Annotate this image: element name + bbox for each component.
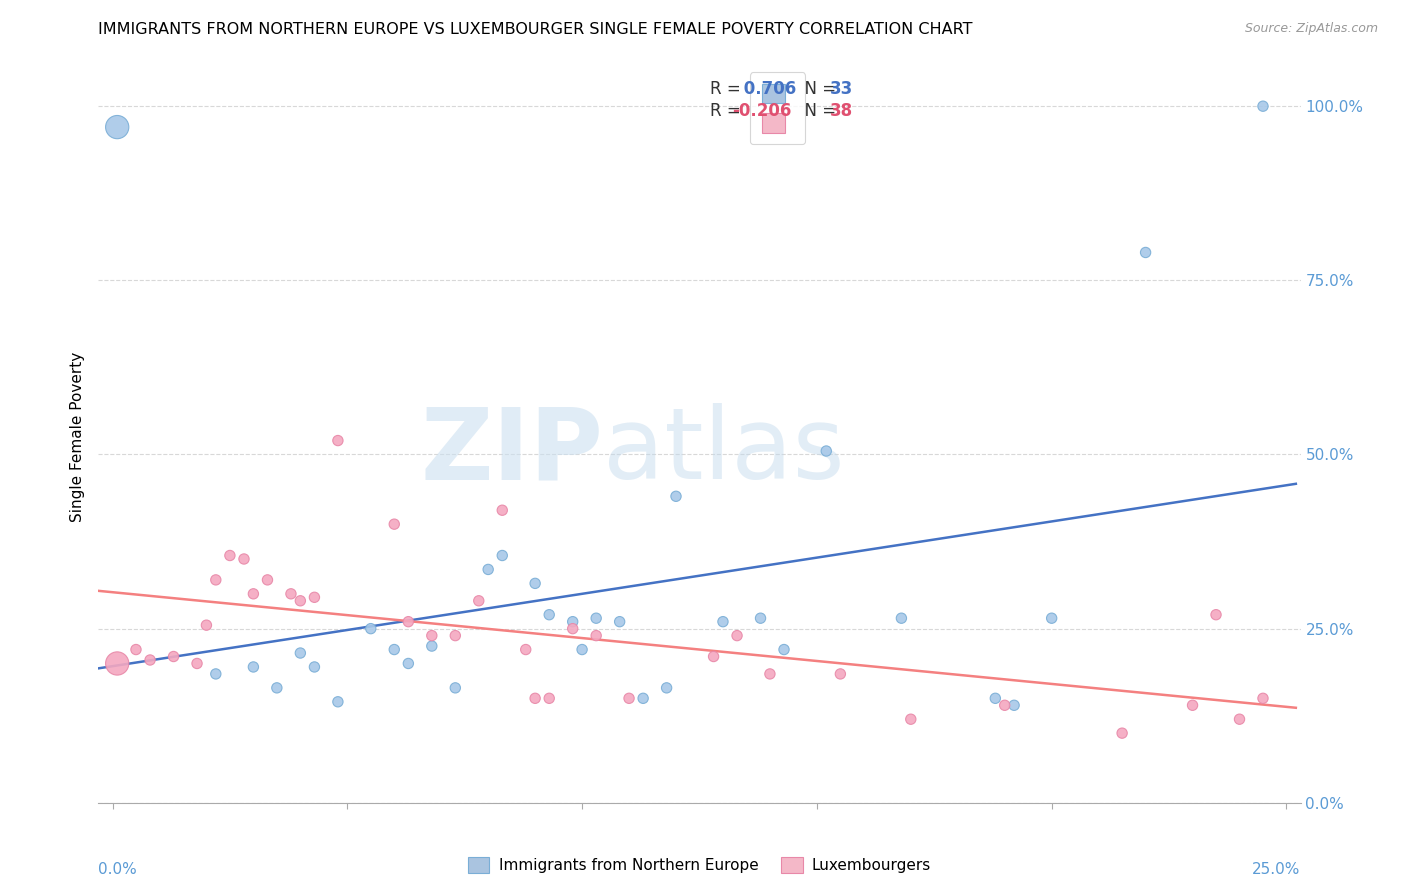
Text: 0.0%: 0.0%	[98, 863, 138, 877]
Point	[326, 695, 349, 709]
Point	[396, 615, 419, 629]
Point	[1111, 726, 1133, 740]
Point	[266, 681, 288, 695]
Y-axis label: Single Female Poverty: Single Female Poverty	[70, 352, 86, 522]
Point	[665, 489, 688, 503]
Point	[195, 618, 218, 632]
Point	[204, 573, 226, 587]
Text: 38: 38	[830, 103, 852, 120]
Point	[1251, 99, 1274, 113]
Point	[984, 691, 1007, 706]
Point	[1040, 611, 1063, 625]
Point	[830, 667, 852, 681]
Point	[360, 622, 382, 636]
Legend: Immigrants from Northern Europe, Luxembourgers: Immigrants from Northern Europe, Luxembo…	[461, 851, 938, 880]
Text: atlas: atlas	[603, 403, 845, 500]
Point	[233, 552, 256, 566]
Point	[773, 642, 796, 657]
Text: Source: ZipAtlas.com: Source: ZipAtlas.com	[1244, 22, 1378, 36]
Point	[468, 594, 491, 608]
Point	[994, 698, 1017, 713]
Point	[444, 629, 467, 643]
Point	[290, 594, 312, 608]
Point	[420, 629, 443, 643]
Point	[538, 691, 561, 706]
Point	[304, 591, 326, 605]
Point	[655, 681, 678, 695]
Point	[561, 622, 583, 636]
Text: 25.0%: 25.0%	[1253, 863, 1301, 877]
Point	[1251, 691, 1274, 706]
Point	[219, 549, 242, 563]
Text: 0.706: 0.706	[738, 80, 796, 98]
Point	[105, 120, 128, 134]
Point	[204, 667, 226, 681]
Point	[491, 503, 513, 517]
Point	[256, 573, 278, 587]
Point	[585, 611, 607, 625]
Point	[711, 615, 734, 629]
Point	[396, 657, 419, 671]
Point	[162, 649, 184, 664]
Point	[890, 611, 912, 625]
Text: 33: 33	[830, 80, 853, 98]
Point	[585, 629, 607, 643]
Point	[304, 660, 326, 674]
Point	[538, 607, 561, 622]
Point	[617, 691, 640, 706]
Point	[815, 444, 838, 458]
Point	[900, 712, 922, 726]
Text: ZIP: ZIP	[420, 403, 603, 500]
Point	[491, 549, 513, 563]
Point	[1205, 607, 1227, 622]
Point	[703, 649, 725, 664]
Point	[1135, 245, 1157, 260]
Point	[609, 615, 631, 629]
Point	[125, 642, 148, 657]
Point	[420, 639, 443, 653]
Point	[1002, 698, 1025, 713]
Text: R =: R =	[710, 80, 747, 98]
Point	[759, 667, 782, 681]
Point	[725, 629, 748, 643]
Point	[571, 642, 593, 657]
Point	[382, 642, 405, 657]
Point	[631, 691, 654, 706]
Point	[382, 517, 405, 532]
Point	[242, 660, 264, 674]
Text: -0.206: -0.206	[733, 103, 792, 120]
Point	[444, 681, 467, 695]
Point	[1229, 712, 1251, 726]
Point	[524, 576, 547, 591]
Point	[290, 646, 312, 660]
Text: N =: N =	[794, 103, 842, 120]
Text: R =: R =	[710, 103, 747, 120]
Point	[280, 587, 302, 601]
Text: N =: N =	[794, 80, 842, 98]
Point	[326, 434, 349, 448]
Point	[515, 642, 537, 657]
Point	[561, 615, 583, 629]
Point	[139, 653, 162, 667]
Text: IMMIGRANTS FROM NORTHERN EUROPE VS LUXEMBOURGER SINGLE FEMALE POVERTY CORRELATIO: IMMIGRANTS FROM NORTHERN EUROPE VS LUXEM…	[98, 22, 973, 37]
Point	[524, 691, 547, 706]
Point	[1181, 698, 1204, 713]
Point	[749, 611, 772, 625]
Point	[242, 587, 264, 601]
Point	[105, 657, 128, 671]
Point	[186, 657, 208, 671]
Point	[477, 562, 499, 576]
